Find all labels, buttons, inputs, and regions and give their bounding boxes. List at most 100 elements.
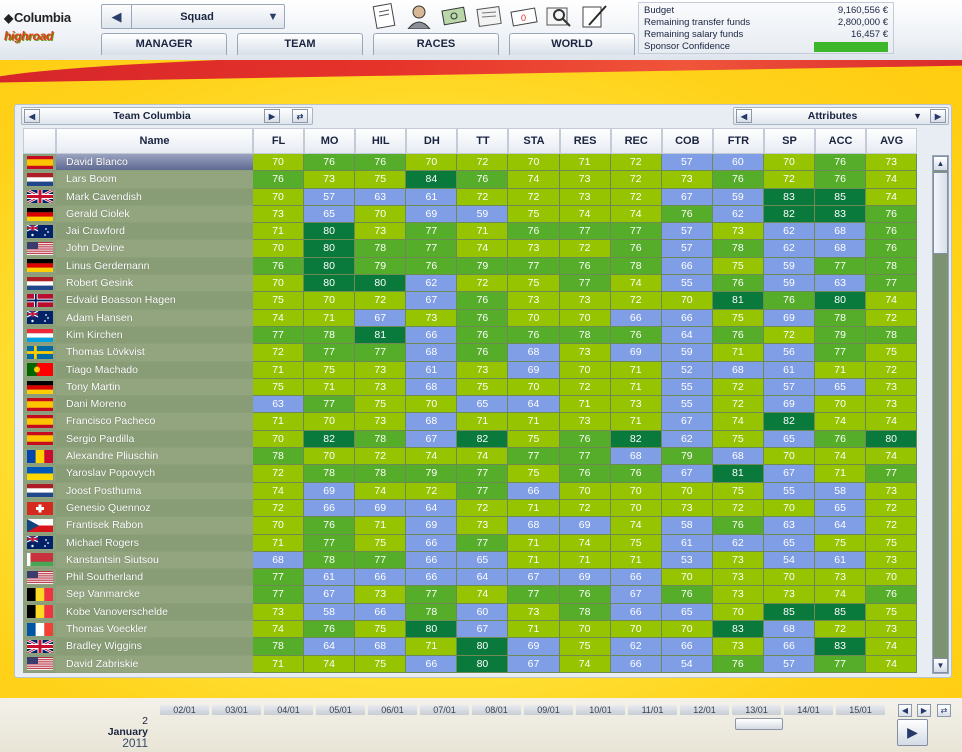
rider-name[interactable]: Tony Martin <box>56 378 253 397</box>
table-row[interactable]: Sergio Pardilla 70 82 78 67 82 75 76 82 62 75 65 76 8… <box>23 430 918 449</box>
table-row[interactable]: Francisco Pacheco 71 70 73 68 71 71 73 71 67 74 82 7… <box>23 413 918 431</box>
chevron-down-icon[interactable]: ▼ <box>267 10 279 23</box>
calendar-day[interactable]: 06/01 <box>368 705 417 715</box>
rider-name[interactable]: Bradley Wiggins <box>56 638 253 656</box>
scroll-up-button[interactable]: ▲ <box>933 156 948 171</box>
next-team-button[interactable]: ▶ <box>264 109 280 123</box>
column-header-acc[interactable]: ACC <box>815 128 867 154</box>
rider-name[interactable]: Kim Kirchen <box>56 326 253 345</box>
table-row[interactable]: Thomas Lövkvist 72 77 77 68 76 68 73 69 59 71 56 77 7… <box>23 344 918 362</box>
tab-manager[interactable]: MANAGER <box>101 33 227 55</box>
calendar-day[interactable]: 10/01 <box>576 705 625 715</box>
search-icon[interactable] <box>543 2 575 30</box>
calendar-day[interactable]: 02/01 <box>160 705 209 715</box>
table-row[interactable]: Edvald Boasson Hagen 75 70 72 67 76 73 73 72 70 81… <box>23 292 918 310</box>
rider-name[interactable]: Yaroslav Popovych <box>56 465 253 483</box>
rider-name[interactable]: Edvald Boasson Hagen <box>56 292 253 310</box>
table-row[interactable]: Tony Martin 75 71 73 68 75 70 72 71 55 72 57 65 73 <box>23 378 918 397</box>
rider-name[interactable]: Michael Rogers <box>56 534 253 552</box>
table-row[interactable]: Alexandre Pliuschin 78 70 72 74 74 77 77 68 79 68 7… <box>23 448 918 466</box>
prev-view-button[interactable]: ◀ <box>736 109 752 123</box>
calendar-day[interactable]: 12/01 <box>680 705 729 715</box>
calendar-day[interactable]: 07/01 <box>420 705 469 715</box>
table-row[interactable]: Thomas Voeckler 74 76 75 80 67 71 70 70 70 83 68 72 7… <box>23 621 918 639</box>
rider-name[interactable]: Joost Posthuma <box>56 482 253 500</box>
newspaper-icon[interactable] <box>473 2 505 30</box>
column-header-res[interactable]: RES <box>559 128 611 154</box>
column-header-hil[interactable]: HIL <box>355 128 407 154</box>
rider-name[interactable]: Thomas Voeckler <box>56 621 253 639</box>
rider-name[interactable]: David Zabriskie <box>56 655 253 673</box>
table-row[interactable]: Linus Gerdemann 76 80 79 76 79 77 76 78 66 75 59 77 7… <box>23 257 918 276</box>
rider-name[interactable]: Gerald Ciolek <box>56 205 253 224</box>
tab-team[interactable]: TEAM <box>237 33 363 55</box>
table-row[interactable]: Robert Gesink 70 80 80 62 72 75 77 74 55 76 59 63 77 <box>23 275 918 293</box>
table-row[interactable]: David Zabriskie 71 74 75 66 80 67 74 66 54 76 57 77 7… <box>23 655 918 673</box>
rider-name[interactable]: Kobe Vanoverschelde <box>56 603 253 622</box>
table-row[interactable]: Kanstantsin Siutsou 68 78 77 66 65 71 71 71 53 73 5… <box>23 551 918 570</box>
calendar-day[interactable]: 15/01 <box>836 705 885 715</box>
rider-name[interactable]: Francisco Pacheco <box>56 413 253 431</box>
table-row[interactable]: Kobe Vanoverschelde 73 58 66 78 60 73 78 66 65 70 8… <box>23 603 918 622</box>
table-row[interactable]: Michael Rogers 71 77 75 66 77 71 74 75 61 62 65 75 75 <box>23 534 918 552</box>
rider-name[interactable]: Phil Southerland <box>56 569 253 587</box>
rider-name[interactable]: Tiago Machado <box>56 361 253 379</box>
rider-name[interactable]: Robert Gesink <box>56 275 253 293</box>
table-row[interactable]: Kim Kirchen 77 78 81 66 76 76 78 76 64 76 72 79 78 <box>23 326 918 345</box>
next-view-button[interactable]: ▶ <box>930 109 946 123</box>
mail-icon[interactable]: 0 <box>508 2 540 30</box>
table-row[interactable]: Bradley Wiggins 78 64 68 71 80 69 75 62 66 73 66 83 7… <box>23 638 918 656</box>
table-row[interactable]: Dani Moreno 63 77 75 70 65 64 71 73 55 72 69 70 73 <box>23 396 918 414</box>
rider-name[interactable]: Lars Boom <box>56 171 253 189</box>
manager-icon[interactable] <box>403 2 435 30</box>
table-row[interactable]: John Devine 70 80 78 77 74 73 72 76 57 78 62 68 76 <box>23 240 918 258</box>
table-row[interactable]: Jai Crawford 71 80 73 77 71 76 77 77 57 73 62 68 76 <box>23 223 918 241</box>
column-header-tt[interactable]: TT <box>457 128 509 154</box>
calendar-day[interactable]: 04/01 <box>264 705 313 715</box>
refresh-icon[interactable]: ⇄ <box>292 109 308 123</box>
calendar-reset-icon[interactable]: ⇄ <box>937 704 951 717</box>
tab-world[interactable]: WORLD <box>509 33 635 55</box>
table-scrollbar[interactable]: ▲ ▼ <box>932 155 949 674</box>
column-header-cob[interactable]: COB <box>661 128 713 154</box>
calendar-day[interactable]: 14/01 <box>784 705 833 715</box>
calendar-day[interactable]: 05/01 <box>316 705 365 715</box>
scroll-down-button[interactable]: ▼ <box>933 658 948 673</box>
column-header-sta[interactable]: STA <box>508 128 560 154</box>
contract-icon[interactable] <box>578 2 610 30</box>
rider-name[interactable]: Linus Gerdemann <box>56 257 253 276</box>
tab-races[interactable]: RACES <box>373 33 499 55</box>
rider-name[interactable]: Mark Cavendish <box>56 188 253 206</box>
table-row[interactable]: Lars Boom 76 73 75 84 76 74 73 72 73 76 72 76 74 <box>23 171 918 189</box>
notes-icon[interactable] <box>368 2 400 30</box>
table-row[interactable]: Genesio Quennoz 72 66 69 64 72 71 72 70 73 72 70 65 7… <box>23 499 918 518</box>
scroll-thumb[interactable] <box>933 172 948 254</box>
table-row[interactable]: Phil Southerland 77 61 66 66 64 67 69 66 70 73 70 73… <box>23 569 918 587</box>
calendar-day[interactable]: 13/01 <box>732 705 781 715</box>
column-header-name[interactable]: Name <box>56 128 253 154</box>
rider-name[interactable]: Genesio Quennoz <box>56 499 253 518</box>
table-row[interactable]: Tiago Machado 71 75 73 61 73 69 70 71 52 68 61 71 72 <box>23 361 918 379</box>
rider-name[interactable]: Alexandre Pliuschin <box>56 448 253 466</box>
rider-name[interactable]: Kanstantsin Siutsou <box>56 551 253 570</box>
column-header-mo[interactable]: MO <box>304 128 356 154</box>
rider-name[interactable]: John Devine <box>56 240 253 258</box>
rider-name[interactable]: Jai Crawford <box>56 223 253 241</box>
calendar-day[interactable]: 11/01 <box>628 705 677 715</box>
table-row[interactable]: Mark Cavendish 70 57 63 61 72 72 73 72 67 59 83 85 74 <box>23 188 918 206</box>
rider-name[interactable]: Sep Vanmarcke <box>56 586 253 604</box>
rider-name[interactable]: Frantisek Rabon <box>56 517 253 535</box>
rider-name[interactable]: Sergio Pardilla <box>56 430 253 449</box>
column-header-sp[interactable]: SP <box>763 128 816 154</box>
table-row[interactable]: David Blanco 70 76 76 70 72 70 71 72 57 60 70 76 73 <box>23 154 918 172</box>
column-header-rec[interactable]: REC <box>610 128 662 154</box>
calendar-day[interactable]: 08/01 <box>472 705 521 715</box>
rider-name[interactable]: David Blanco <box>56 154 253 172</box>
table-row[interactable]: Adam Hansen 74 71 67 73 76 70 70 66 66 75 69 78 72 <box>23 309 918 327</box>
table-row[interactable]: Frantisek Rabon 70 76 71 69 73 68 69 74 58 76 63 64 7… <box>23 517 918 535</box>
table-row[interactable]: Sep Vanmarcke 77 67 73 77 74 77 76 67 76 73 73 74 76 <box>23 586 918 604</box>
view-name[interactable]: Attributes <box>807 110 858 122</box>
table-row[interactable]: Yaroslav Popovych 72 78 78 79 77 75 76 76 67 81 67 7… <box>23 465 918 483</box>
money-icon[interactable] <box>438 2 470 30</box>
column-header-avg[interactable]: AVG <box>866 128 918 154</box>
